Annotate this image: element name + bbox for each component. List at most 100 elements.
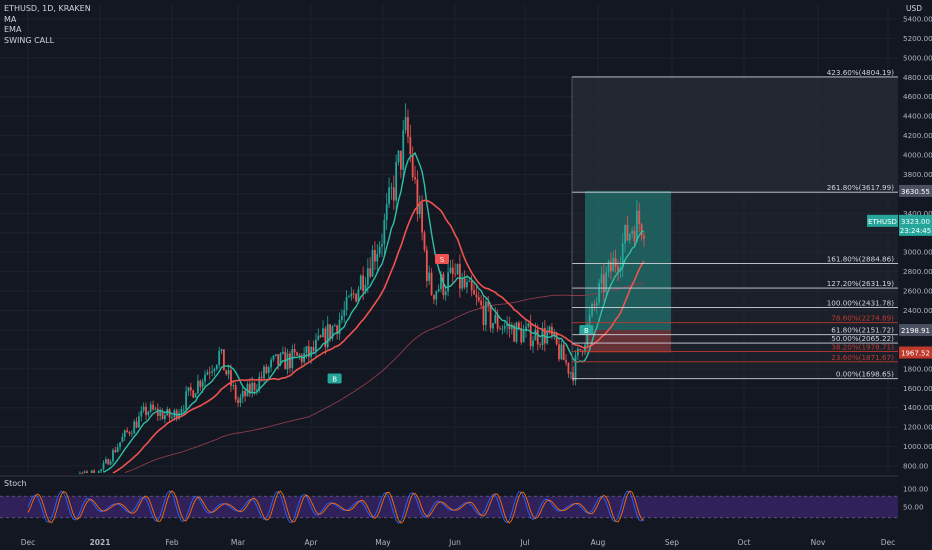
candle-body	[182, 408, 185, 410]
candle-body	[253, 382, 256, 391]
time-axis[interactable]: Dec 2021 Feb Mar Apr May Jun Jul Aug Sep Oct Nov Dec	[21, 538, 896, 547]
candle-body	[135, 421, 138, 428]
candle-body	[510, 325, 513, 330]
candle-body	[440, 274, 442, 290]
candle-body	[130, 433, 133, 435]
candle-body	[484, 301, 487, 325]
candle-body	[617, 266, 619, 271]
candle-body	[487, 301, 490, 306]
candle-body	[404, 117, 407, 131]
candle-body	[310, 347, 313, 357]
candle-body	[567, 362, 570, 374]
y-tick: 1000.00	[903, 442, 932, 451]
y-tick: 5000.00	[903, 53, 932, 62]
candle-body	[638, 210, 641, 225]
candle-body	[178, 412, 180, 419]
candle-body	[161, 411, 164, 420]
x-tick: Dec	[881, 538, 896, 547]
candle-body	[199, 380, 202, 387]
y-tick: 4200.00	[903, 131, 932, 140]
ma-path	[112, 199, 645, 474]
candle-body	[595, 302, 598, 306]
x-tick: Mar	[231, 538, 246, 547]
candle-body	[520, 328, 523, 343]
candle-body	[470, 280, 473, 291]
candle-body	[496, 314, 499, 329]
candle-body	[211, 371, 213, 373]
candle-body	[362, 275, 365, 292]
x-tick: Aug	[591, 538, 606, 547]
y-tick: 1600.00	[903, 384, 932, 393]
fib-label: 23.60%(1871.67)	[831, 353, 894, 362]
candle-body	[475, 294, 478, 297]
price-tag-text: 3630.55	[901, 188, 930, 196]
candle-body	[286, 353, 289, 370]
candle-body	[281, 351, 284, 354]
swing-signals: B S B	[327, 254, 594, 384]
candle-body	[93, 470, 95, 473]
y-tick: 1200.00	[903, 423, 932, 432]
ma-line	[112, 199, 645, 474]
candle-body	[265, 366, 268, 374]
signal-badge	[579, 324, 594, 335]
candle-body	[449, 267, 452, 273]
candle-body	[192, 390, 195, 398]
candle-body	[322, 328, 324, 338]
candle-body	[409, 136, 412, 155]
fib-label: 38.20%(1978.71)	[831, 342, 894, 351]
candle-body	[107, 459, 110, 465]
candle-body	[492, 323, 494, 329]
candle-body	[418, 203, 421, 215]
candle-body	[437, 289, 440, 292]
candle-body	[319, 335, 322, 338]
y-tick: 5200.00	[903, 34, 932, 43]
candle-body	[138, 416, 140, 428]
signal-badge	[435, 254, 449, 265]
fib-label: 78.60%(2274.89)	[831, 314, 894, 323]
candle-body	[626, 224, 629, 241]
candle-body	[213, 368, 216, 372]
candle-body	[619, 267, 622, 271]
candle-body	[374, 250, 376, 262]
candle-body	[621, 243, 624, 268]
candle-body	[251, 382, 254, 393]
indicator-swing-call[interactable]: SWING CALL	[4, 35, 55, 45]
indicator-ema[interactable]: EMA	[4, 25, 22, 34]
candle-body	[215, 364, 218, 369]
candle-body	[116, 447, 119, 453]
candle-body	[241, 390, 244, 398]
candle-body	[612, 258, 615, 272]
candle-body	[357, 289, 360, 302]
candle-body	[558, 344, 560, 360]
x-tick: May	[375, 538, 391, 547]
candle-body	[248, 383, 251, 393]
candle-body	[256, 389, 258, 391]
candle-body	[371, 250, 374, 277]
candle-body	[425, 249, 428, 281]
candle-body	[536, 329, 539, 345]
stoch-label[interactable]: Stoch	[4, 479, 27, 488]
y-tick: 3400.00	[903, 209, 932, 218]
candle-body	[562, 344, 565, 361]
candle-body	[326, 324, 329, 348]
candle-body	[532, 340, 534, 347]
candle-body	[548, 326, 551, 332]
candle-body	[204, 374, 206, 382]
candle-body	[503, 326, 506, 329]
candle-body	[527, 323, 530, 327]
candle-body	[324, 328, 327, 348]
price-tag	[899, 324, 932, 337]
candle-body	[220, 349, 223, 351]
candle-body	[482, 305, 485, 325]
fib-label: 50.00%(2065.22)	[831, 334, 894, 343]
price-axis[interactable]: USD 800.00 1000.00 1200.00 1400.00 1600.00 180…	[898, 0, 932, 550]
candle-body	[525, 326, 527, 332]
candle-body	[154, 408, 157, 410]
candle-body	[555, 332, 558, 345]
candle-body	[355, 293, 357, 302]
candle-body	[463, 278, 466, 288]
indicator-ma[interactable]: MA	[4, 14, 17, 24]
candle-body	[428, 272, 431, 281]
symbol-title[interactable]: ETHUSD, 1D, KRAKEN	[4, 4, 91, 13]
